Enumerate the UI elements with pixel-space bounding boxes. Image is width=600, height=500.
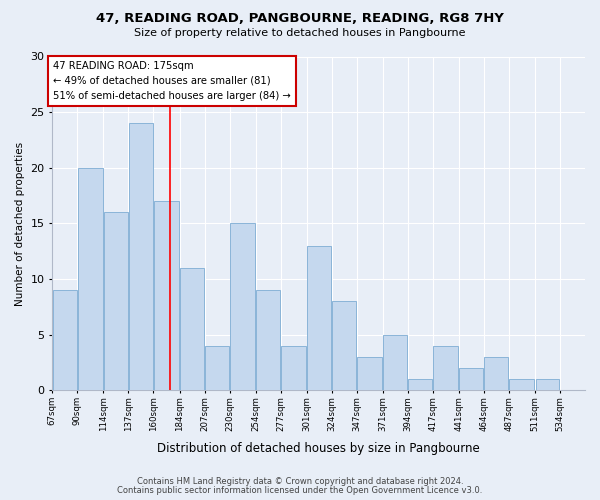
Bar	[104, 212, 128, 390]
Bar	[53, 290, 77, 390]
Text: 47 READING ROAD: 175sqm
← 49% of detached houses are smaller (81)
51% of semi-de: 47 READING ROAD: 175sqm ← 49% of detache…	[53, 61, 291, 100]
Bar	[154, 201, 179, 390]
Text: Contains public sector information licensed under the Open Government Licence v3: Contains public sector information licen…	[118, 486, 482, 495]
Bar	[484, 357, 508, 390]
Text: Size of property relative to detached houses in Pangbourne: Size of property relative to detached ho…	[134, 28, 466, 38]
Bar	[180, 268, 204, 390]
Bar	[332, 302, 356, 390]
Bar	[281, 346, 306, 391]
Bar	[256, 290, 280, 390]
Bar	[78, 168, 103, 390]
Bar	[460, 368, 484, 390]
Text: Contains HM Land Registry data © Crown copyright and database right 2024.: Contains HM Land Registry data © Crown c…	[137, 477, 463, 486]
Bar	[230, 224, 255, 390]
Bar	[409, 380, 432, 390]
X-axis label: Distribution of detached houses by size in Pangbourne: Distribution of detached houses by size …	[157, 442, 480, 455]
Bar	[205, 346, 229, 391]
Bar	[433, 346, 458, 391]
Bar	[509, 380, 535, 390]
Bar	[536, 380, 559, 390]
Bar	[357, 357, 382, 390]
Bar	[383, 335, 407, 390]
Bar	[129, 124, 153, 390]
Bar	[307, 246, 331, 390]
Text: 47, READING ROAD, PANGBOURNE, READING, RG8 7HY: 47, READING ROAD, PANGBOURNE, READING, R…	[96, 12, 504, 26]
Y-axis label: Number of detached properties: Number of detached properties	[15, 142, 25, 306]
